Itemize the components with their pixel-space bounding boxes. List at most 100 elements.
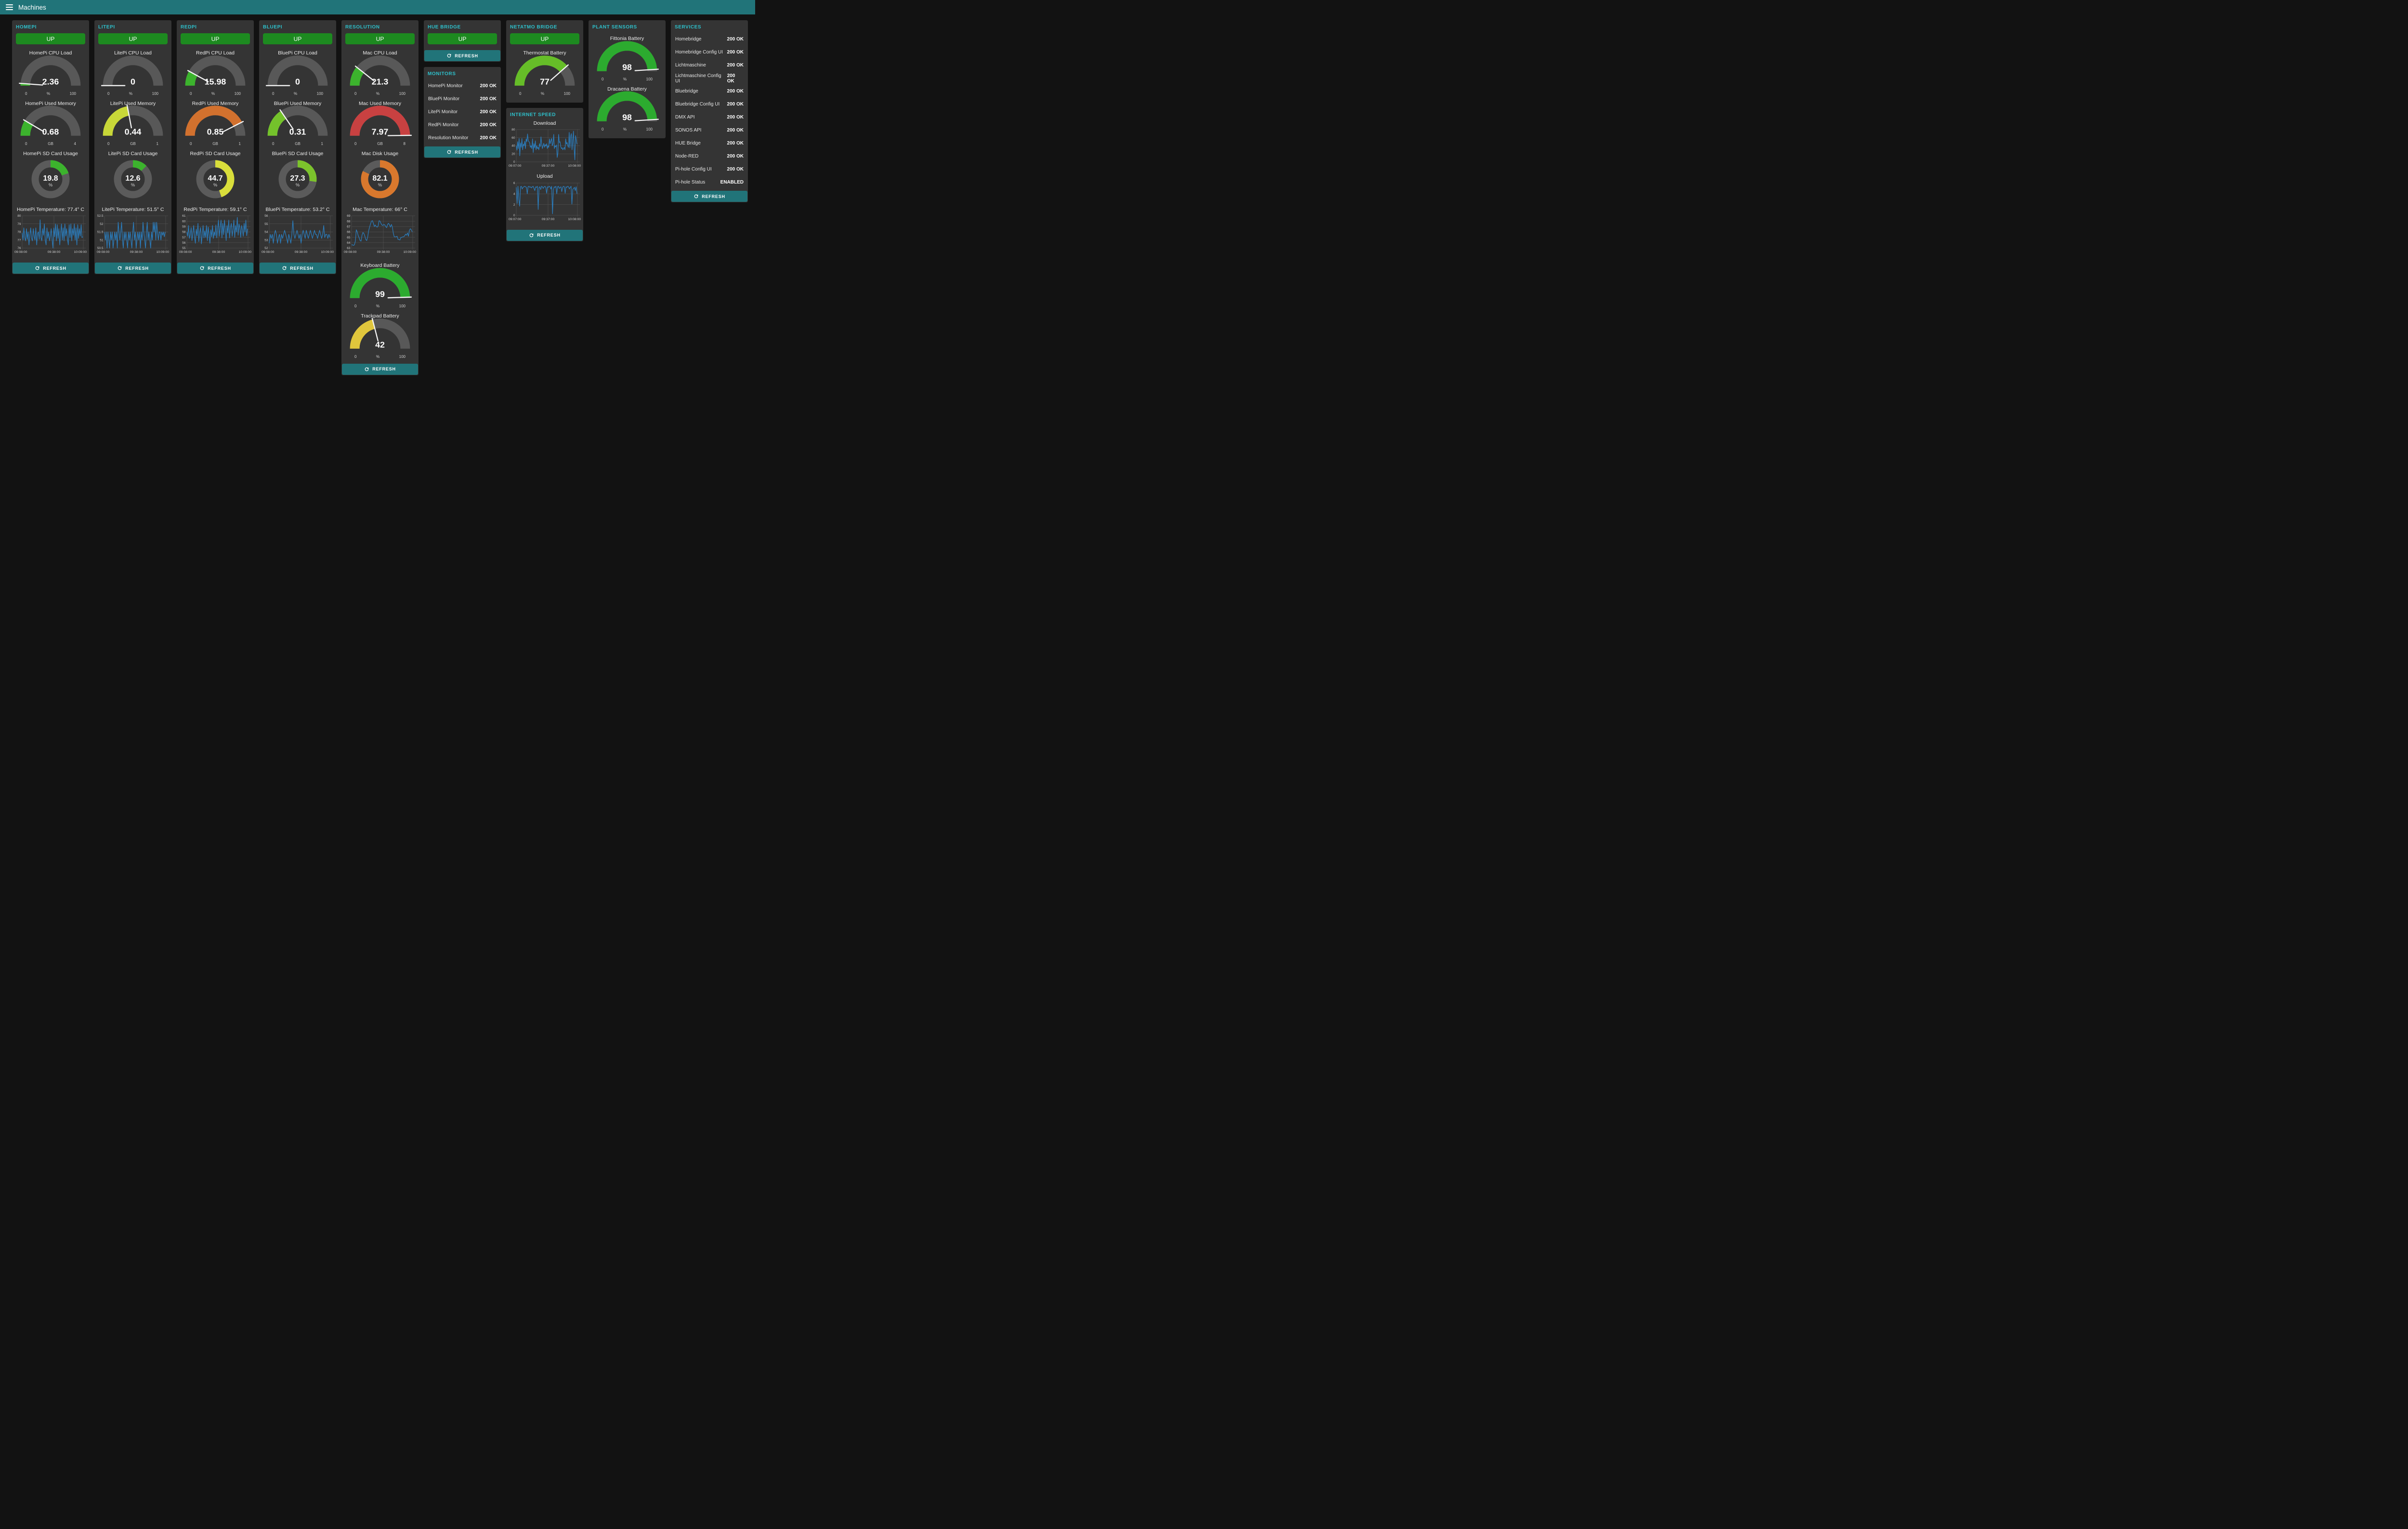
refresh-button[interactable]: REFRESH [424,146,500,158]
refresh-icon [365,367,369,371]
refresh-button[interactable]: REFRESH [507,229,583,241]
svg-text:0.68: 0.68 [42,127,59,137]
svg-text:%: % [296,183,300,187]
chart-download: Download 80 60 40 20 0 09:07:00 09:37:00 10:08:… [509,120,581,168]
chart-upload: Upload 6 4 2 0 09:07:00 09:37:00 10:08:00 [509,173,581,221]
menu-icon[interactable] [6,4,13,10]
status-up-button[interactable]: UP [428,33,497,44]
list-item: Node-RED 200 OK [675,154,744,159]
status-badge: 200 OK [727,128,744,133]
svg-text:4: 4 [513,192,515,196]
panel-bluepi: BLUEPI UP BluePi CPU Load 0 0% 100 BluePi … [259,20,336,275]
svg-text:63: 63 [347,247,351,250]
svg-text:%: % [213,183,217,187]
refresh-button[interactable]: REFRESH [13,263,89,274]
svg-text:10:08:00: 10:08:00 [568,218,581,221]
group-title: SERVICES [675,25,702,30]
donut-homepi-sd: HomePi SD Card Usage 19.8% [12,151,89,202]
refresh-button[interactable]: REFRESH [177,263,253,274]
status-up-button[interactable]: UP [98,33,168,44]
svg-text:09:38:00: 09:38:00 [130,250,143,254]
gauge-litepi-cpu: LitePi CPU Load 0 0% 100 [101,50,163,96]
svg-text:77: 77 [17,239,21,242]
column-hue-monitors: HUE BRIDGE UP REFRESH MONITORS HomePi Mo… [424,20,501,158]
svg-text:44.7: 44.7 [208,174,222,183]
refresh-button[interactable]: REFRESH [342,363,418,375]
svg-text:2: 2 [513,203,515,207]
svg-text:19.8: 19.8 [43,174,58,183]
svg-text:65: 65 [347,236,351,239]
list-item: LitePi Monitor 200 OK [428,109,497,115]
status-up-button[interactable]: UP [16,33,85,44]
list-item: Bluebridge Config UI 200 OK [675,102,744,107]
svg-text:59: 59 [182,225,186,229]
svg-text:0: 0 [513,214,515,217]
svg-text:51: 51 [100,239,104,242]
svg-text:50.5: 50.5 [97,247,104,250]
svg-text:09:38:00: 09:38:00 [295,250,308,254]
svg-text:10:09:00: 10:09:00 [157,250,170,254]
refresh-button[interactable]: REFRESH [95,263,171,274]
svg-text:67: 67 [347,225,351,229]
svg-text:%: % [378,183,382,187]
chart-mac-temperature: Mac Temperature: 66° C 69 68 67 66 65 64 63 09:… [344,206,416,254]
status-badge: 200 OK [727,141,744,146]
status-up-button[interactable]: UP [510,33,579,44]
refresh-button[interactable]: REFRESH [671,191,747,202]
panel-hue-bridge: HUE BRIDGE UP REFRESH [424,20,501,62]
list-item: Lichtmaschine 200 OK [675,63,744,68]
chart-bluepi-temperature: BluePi Temperature: 53.2° C 56 55 54 53 52 09… [262,206,334,254]
donut-bluepi-sd: BluePi SD Card Usage 27.3% [259,151,336,202]
column-services: SERVICES Homebridge 200 OK Homebridge Con… [671,20,748,202]
status-badge: 200 OK [480,83,497,89]
status-badge: 200 OK [480,96,497,102]
svg-text:53: 53 [264,239,268,242]
svg-text:09:38:00: 09:38:00 [212,250,225,254]
refresh-button[interactable]: REFRESH [260,263,336,274]
svg-text:56: 56 [264,215,268,218]
gauge-bluepi-cpu: BluePi CPU Load 0 0% 100 [265,50,328,96]
svg-text:09:08:00: 09:08:00 [179,250,192,254]
refresh-icon [447,150,451,154]
status-badge: 200 OK [727,115,744,120]
gauge-homepi-memory: HomePi Used Memory 0.68 0 GB 4 [12,101,89,146]
monitor-list: HomePi Monitor 200 OK BluePi Monitor 200 O… [424,78,501,145]
svg-text:42: 42 [375,340,385,349]
svg-text:0: 0 [131,77,135,86]
gauge-trackpad-battery: Trackpad Battery 42 0% 100 [350,313,410,359]
svg-text:56: 56 [182,241,186,245]
svg-text:10:08:00: 10:08:00 [568,164,581,168]
svg-text:10:09:00: 10:09:00 [321,250,334,254]
list-item: HUE Bridge 200 OK [675,141,744,146]
status-badge: 200 OK [480,135,497,141]
group-title: MONITORS [428,71,456,77]
column-netatmo-speed: NETATMO BRIDGE UP Thermostat Battery 77 0… [506,20,583,241]
gauge-homepi-cpu: HomePi CPU Load 2.36 0% 100 [12,50,89,96]
column-resolution: RESOLUTION UP Mac CPU Load 21.3 0% 100 Mac… [341,20,419,375]
svg-text:78: 78 [17,231,21,234]
status-up-button[interactable]: UP [345,33,415,44]
svg-text:%: % [49,183,52,187]
svg-text:6: 6 [513,182,515,185]
svg-text:76: 76 [17,247,21,250]
refresh-icon [529,233,534,237]
svg-text:98: 98 [622,62,632,72]
group-title: REDPI [181,25,197,30]
status-up-button[interactable]: UP [181,33,250,44]
svg-text:0.85: 0.85 [207,127,224,137]
group-title: NETATMO BRIDGE [510,25,558,30]
gauge-thermostat-battery: Thermostat Battery 77 0% 100 [514,50,575,96]
svg-text:15.98: 15.98 [205,77,226,86]
status-badge: 200 OK [727,63,744,68]
column-litepi: LITEPI UP LitePi CPU Load 0 0% 100 LitePi … [94,20,171,275]
svg-text:09:08:00: 09:08:00 [14,250,27,254]
list-item: Bluebridge 200 OK [675,89,744,94]
svg-text:0.44: 0.44 [125,127,142,137]
status-badge: ENABLED [720,180,744,185]
svg-text:09:37:00: 09:37:00 [542,164,555,168]
panel-netatmo-bridge: NETATMO BRIDGE UP Thermostat Battery 77 0… [506,20,583,103]
refresh-button[interactable]: REFRESH [424,50,500,61]
gauge-bluepi-memory: BluePi Used Memory 0.31 0 GB 1 [267,100,328,146]
refresh-icon [35,266,39,270]
status-up-button[interactable]: UP [263,33,332,44]
